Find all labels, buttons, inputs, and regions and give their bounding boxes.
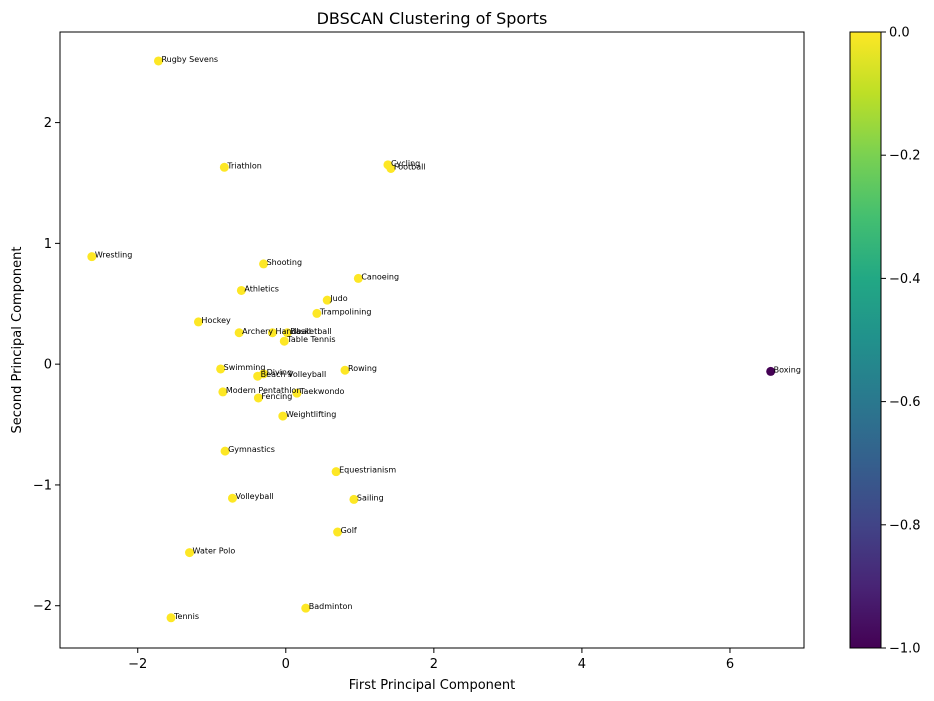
colorbar-tick-label: 0.0: [889, 26, 910, 41]
x-tick-label: 0: [282, 657, 290, 672]
scatter-point: [216, 364, 226, 374]
scatter-point: [193, 317, 203, 327]
scatter-point: [301, 603, 311, 613]
x-tick-label: 4: [578, 657, 586, 672]
point-label: Football: [394, 162, 426, 171]
colorbar-tick-label: −0.4: [889, 272, 921, 287]
scatter-point: [386, 163, 396, 173]
point-label: Gymnastics: [228, 445, 275, 454]
point-label: Athletics: [244, 284, 279, 293]
point-label: Boxing: [774, 365, 801, 374]
scatter-point: [227, 493, 237, 503]
scatter-point: [766, 366, 776, 376]
point-label: Sailing: [357, 493, 384, 502]
point-label: Volleyball: [235, 492, 273, 501]
scatter-point: [234, 328, 244, 338]
scatter-point: [349, 494, 359, 504]
scatter-point: [219, 162, 229, 172]
point-label: Water Polo: [193, 547, 236, 556]
points-layer: [87, 56, 776, 623]
y-tick-label: 1: [44, 237, 52, 252]
scatter-point: [282, 328, 292, 338]
scatter-point: [312, 308, 322, 318]
scatter-point: [220, 446, 230, 456]
y-tick-label: 2: [44, 116, 52, 131]
point-label: Golf: [341, 526, 357, 535]
colorbar-ticks: 0.0 −0.2 −0.4 −0.6 −0.8 −1.0: [881, 26, 921, 657]
point-label: Beach Volleyball: [261, 370, 327, 379]
point-label: Diving: [267, 368, 293, 377]
x-axis-ticks: −2 0 2 4 6: [128, 648, 734, 672]
x-tick-label: 2: [430, 657, 438, 672]
point-label: Basketball: [290, 327, 331, 336]
point-label: Archery: [242, 327, 273, 336]
point-label: Hockey: [201, 316, 231, 325]
scatter-point: [292, 388, 302, 398]
scatter-point: [279, 336, 289, 346]
plot-frame: [59, 31, 805, 649]
scatter-point: [353, 273, 363, 283]
point-label: Judo: [329, 294, 348, 303]
point-label: Equestrianism: [339, 466, 396, 475]
point-label: Tennis: [173, 612, 199, 621]
scatter-point: [87, 252, 97, 262]
colorbar-tick-label: −0.8: [889, 518, 921, 533]
colorbar-tick-label: −1.0: [889, 642, 921, 657]
y-tick-label: −2: [33, 599, 52, 614]
scatter-point: [340, 365, 350, 375]
chart-title: DBSCAN Clustering of Sports: [317, 9, 548, 28]
point-label: Triathlon: [226, 161, 262, 170]
point-label: Wrestling: [95, 251, 132, 260]
scatter-point: [166, 613, 176, 623]
x-tick-label: −2: [128, 657, 147, 672]
point-label: Fencing: [261, 392, 292, 401]
point-label: Swimming: [224, 363, 266, 372]
colorbar: 0.0 −0.2 −0.4 −0.6 −0.8 −1.0: [849, 26, 921, 657]
point-label: Weightlifting: [286, 410, 337, 419]
scatter-point: [153, 56, 163, 66]
scatter-point: [333, 527, 343, 537]
scatter-point: [218, 387, 228, 397]
point-label: Badminton: [309, 602, 353, 611]
colorbar-tick-label: −0.2: [889, 149, 921, 164]
scatter-point: [259, 259, 269, 269]
scatter-point: [185, 548, 195, 558]
point-label: Rugby Sevens: [161, 55, 218, 64]
point-label: Rowing: [348, 364, 377, 373]
colorbar-tick-label: −0.6: [889, 395, 921, 410]
point-label: Taekwondo: [299, 387, 345, 396]
point-label: Trampolining: [319, 307, 372, 316]
y-tick-label: −1: [33, 478, 52, 493]
point-label: Shooting: [267, 258, 302, 267]
scatter-point: [253, 393, 263, 403]
point-label: Cycling: [391, 159, 420, 168]
scatter-point: [236, 285, 246, 295]
x-axis-label: First Principal Component: [349, 678, 516, 693]
scatter-point: [253, 371, 263, 381]
scatter-point: [322, 295, 332, 305]
scatter-point: [278, 411, 288, 421]
colorbar-gradient: [849, 31, 882, 649]
point-label: Modern Pentathlon: [226, 386, 302, 395]
point-label: Table Tennis: [286, 335, 335, 344]
y-axis-label: Second Principal Component: [10, 247, 25, 434]
point-label: Handball: [275, 327, 311, 336]
x-tick-label: 6: [726, 657, 734, 672]
scatter-point: [331, 467, 341, 477]
y-axis-ticks: −2 −1 0 1 2: [33, 116, 60, 614]
point-label: Canoeing: [361, 272, 399, 281]
y-tick-label: 0: [44, 358, 52, 373]
scatter-point: [267, 328, 277, 338]
